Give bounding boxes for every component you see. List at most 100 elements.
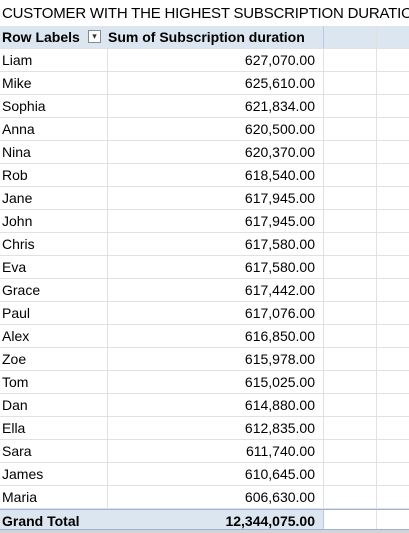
duration-value-cell[interactable]: 615,025.00	[108, 371, 324, 393]
empty-cell[interactable]	[324, 233, 377, 255]
row-label-cell[interactable]: Zoe	[0, 348, 108, 370]
grand-total-label-cell[interactable]: Grand Total	[0, 510, 108, 529]
row-label-cell[interactable]: Dan	[0, 394, 108, 416]
empty-cell[interactable]	[324, 256, 377, 278]
empty-cell[interactable]	[324, 72, 377, 94]
row-label-cell[interactable]: John	[0, 210, 108, 232]
subscription-duration-value: 617,580.00	[244, 259, 315, 275]
row-labels-header-cell[interactable]: Row Labels ▾	[0, 26, 108, 48]
empty-cell[interactable]	[324, 302, 377, 324]
empty-cell[interactable]	[324, 348, 377, 370]
row-label-cell[interactable]: Sophia	[0, 95, 108, 117]
empty-cell[interactable]	[377, 95, 409, 117]
empty-cell[interactable]	[377, 394, 409, 416]
duration-value-cell[interactable]: 617,580.00	[108, 233, 324, 255]
empty-cell[interactable]	[324, 394, 377, 416]
duration-value-cell[interactable]: 617,076.00	[108, 302, 324, 324]
empty-cell[interactable]	[324, 486, 377, 508]
duration-value-cell[interactable]: 620,370.00	[108, 141, 324, 163]
empty-cell[interactable]	[377, 233, 409, 255]
customer-name: Mike	[2, 75, 32, 91]
empty-cell[interactable]	[377, 348, 409, 370]
empty-cell[interactable]	[324, 325, 377, 347]
row-label-cell[interactable]: Rob	[0, 164, 108, 186]
empty-cell[interactable]	[377, 463, 409, 485]
duration-value-cell[interactable]: 617,945.00	[108, 210, 324, 232]
duration-value-cell[interactable]: 620,500.00	[108, 118, 324, 140]
row-label-cell[interactable]: Tom	[0, 371, 108, 393]
row-label-cell[interactable]: Ella	[0, 417, 108, 439]
empty-cell[interactable]	[324, 510, 377, 529]
empty-cell[interactable]	[324, 463, 377, 485]
row-label-cell[interactable]: Alex	[0, 325, 108, 347]
duration-value-cell[interactable]: 617,945.00	[108, 187, 324, 209]
pivot-row: Maria 606,630.00	[0, 486, 409, 509]
row-label-cell[interactable]: Chris	[0, 233, 108, 255]
empty-cell[interactable]	[377, 26, 409, 48]
empty-cell[interactable]	[377, 325, 409, 347]
empty-cell[interactable]	[324, 187, 377, 209]
empty-cell[interactable]	[377, 72, 409, 94]
empty-cell[interactable]	[324, 26, 377, 48]
empty-cell[interactable]	[324, 164, 377, 186]
empty-cell[interactable]	[377, 510, 409, 529]
empty-cell[interactable]	[324, 118, 377, 140]
row-label-cell[interactable]: Paul	[0, 302, 108, 324]
customer-name: James	[2, 466, 44, 482]
duration-value-cell[interactable]: 625,610.00	[108, 72, 324, 94]
empty-cell[interactable]	[377, 256, 409, 278]
row-label-cell[interactable]: Eva	[0, 256, 108, 278]
row-label-cell[interactable]: Sara	[0, 440, 108, 462]
empty-cell[interactable]	[377, 302, 409, 324]
duration-value-cell[interactable]: 614,880.00	[108, 394, 324, 416]
sort-filter-icon[interactable]: ▾	[88, 30, 101, 43]
subscription-duration-value: 606,630.00	[244, 489, 315, 505]
empty-cell[interactable]	[324, 371, 377, 393]
empty-cell[interactable]	[377, 279, 409, 301]
empty-cell[interactable]	[324, 210, 377, 232]
empty-cell[interactable]	[377, 371, 409, 393]
duration-value-cell[interactable]: 616,850.00	[108, 325, 324, 347]
duration-value-cell[interactable]: 621,834.00	[108, 95, 324, 117]
subscription-duration-value: 615,025.00	[244, 374, 315, 390]
row-label-cell[interactable]: Jane	[0, 187, 108, 209]
empty-cell[interactable]	[324, 440, 377, 462]
empty-cell[interactable]	[377, 417, 409, 439]
empty-cell[interactable]	[377, 141, 409, 163]
pivot-row: Sara 611,740.00	[0, 440, 409, 463]
row-label-cell[interactable]: Maria	[0, 486, 108, 508]
empty-cell[interactable]	[377, 49, 409, 71]
duration-value-cell[interactable]: 611,740.00	[108, 440, 324, 462]
empty-cell[interactable]	[324, 49, 377, 71]
duration-value-cell[interactable]: 615,978.00	[108, 348, 324, 370]
duration-value-cell[interactable]: 617,442.00	[108, 279, 324, 301]
duration-value-cell[interactable]: 627,070.00	[108, 49, 324, 71]
duration-value-cell[interactable]: 617,580.00	[108, 256, 324, 278]
row-label-cell[interactable]: Mike	[0, 72, 108, 94]
empty-cell[interactable]	[324, 279, 377, 301]
sheet-title[interactable]: CUSTOMER WITH THE HIGHEST SUBSCRIPTION D…	[2, 5, 409, 22]
value-header-cell[interactable]: Sum of Subscription duration	[108, 26, 324, 48]
duration-value-cell[interactable]: 612,835.00	[108, 417, 324, 439]
row-label-cell[interactable]: James	[0, 463, 108, 485]
row-label-cell[interactable]: Nina	[0, 141, 108, 163]
subscription-duration-value: 611,740.00	[245, 443, 315, 459]
empty-cell[interactable]	[377, 440, 409, 462]
empty-cell[interactable]	[377, 210, 409, 232]
row-label-cell[interactable]: Liam	[0, 49, 108, 71]
duration-value-cell[interactable]: 618,540.00	[108, 164, 324, 186]
empty-cell[interactable]	[324, 95, 377, 117]
grand-total-value-cell[interactable]: 12,344,075.00	[108, 510, 324, 529]
empty-cell[interactable]	[324, 141, 377, 163]
empty-cell[interactable]	[377, 118, 409, 140]
row-label-cell[interactable]: Anna	[0, 118, 108, 140]
row-label-cell[interactable]: Grace	[0, 279, 108, 301]
empty-cell[interactable]	[377, 164, 409, 186]
empty-cell[interactable]	[324, 417, 377, 439]
customer-name: Maria	[2, 489, 38, 505]
empty-cell[interactable]	[377, 187, 409, 209]
empty-cell[interactable]	[377, 486, 409, 508]
duration-value-cell[interactable]: 610,645.00	[108, 463, 324, 485]
grand-total-value: 12,344,075.00	[225, 513, 315, 529]
duration-value-cell[interactable]: 606,630.00	[108, 486, 324, 508]
